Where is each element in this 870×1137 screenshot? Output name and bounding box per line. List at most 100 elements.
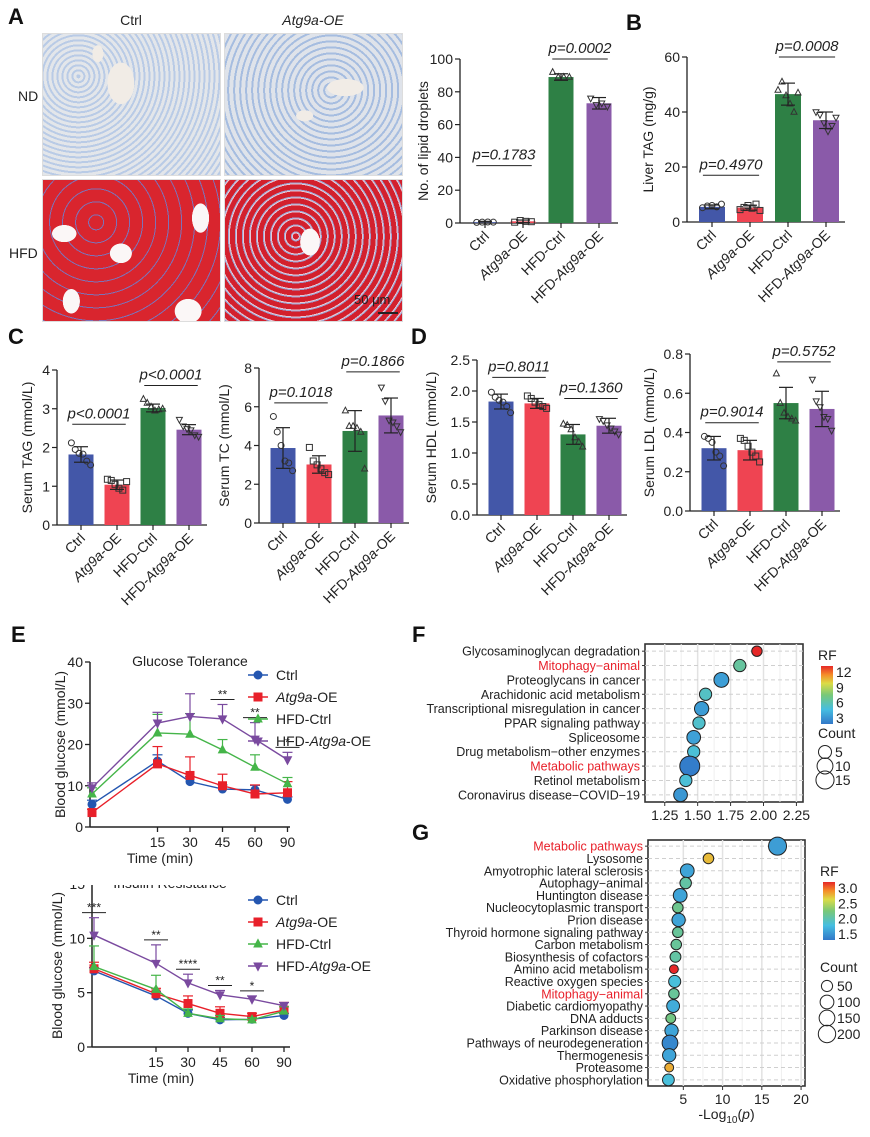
enrichment-dot [733,658,747,673]
data-point [283,788,292,798]
data-point [247,1014,257,1024]
term-label: Autophagy−animal [539,877,643,891]
enrichment-dot [668,964,679,975]
legend-marker [253,917,263,927]
legend-marker [253,938,263,948]
x-tick-label: Ctrl [465,228,492,255]
enrichment-dot [668,974,682,988]
series-line [93,965,285,1021]
enrichment-dot [698,687,713,701]
data-point [527,218,535,226]
bar [140,407,166,525]
p-value-label: p=0.1783 [472,147,537,164]
micrograph-hfd-ctrl [42,179,221,322]
data-point [748,448,756,456]
data-point [396,429,405,437]
data-point [139,394,148,402]
y-tick-label: 0.5 [451,476,471,492]
panel-label-f: F [412,622,426,647]
x-axis-label: Time (min) [127,850,193,866]
data-point [279,1002,289,1012]
x-tick-label: Ctrl [61,530,88,557]
p-value-label: p=0.9014 [700,404,764,421]
data-point [772,369,781,377]
y-axis-label: No. of lipid droplets [415,81,431,201]
x-tick-label: 90 [280,834,296,850]
y-tick-label: 60 [437,117,453,133]
term-label: Mitophagy−animal [538,659,640,673]
size-legend-label: 5 [835,744,843,760]
data-point [218,781,227,791]
data-point [592,102,601,110]
bar [68,454,94,525]
data-point [215,1013,225,1023]
bar [699,206,725,222]
enrichment-dot [662,1073,675,1087]
x-tick-label: 2.25 [783,807,810,823]
significance-stars: * [250,979,255,993]
data-point [89,931,99,941]
legend-label: Ctrl [276,892,298,908]
data-point [614,431,623,439]
p-value-label: p=0.5752 [772,343,837,360]
x-tick-label: Ctrl [692,227,719,254]
data-point [247,995,257,1005]
data-point [816,112,824,120]
data-point [71,445,79,453]
data-point [832,114,840,123]
color-scale-tick: 3.0 [838,880,858,896]
size-legend-title: Count [820,959,857,975]
legend-label: HFD-Ctrl [276,711,331,727]
size-legend-label: 50 [837,978,853,994]
y-tick-label: 20 [437,182,453,198]
y-tick-label: 0.0 [664,503,684,519]
y-tick-label: 30 [67,695,83,711]
y-axis-label: Serum TC (mmol/L) [216,384,232,507]
color-scale-bar [823,882,835,940]
significance-stars: * [285,735,290,749]
data-point [341,406,350,414]
y-tick-label: 15 [69,885,85,892]
bar [586,103,612,223]
data-point [67,439,75,447]
data-point [778,77,786,85]
x-tick-label: 1.50 [684,807,711,823]
color-scale-tick: 12 [836,664,852,680]
p-value-label: p=0.1866 [341,353,406,370]
bar [548,77,574,223]
data-point [158,404,167,412]
data-point [269,412,277,420]
y-tick-label: 2 [244,476,252,492]
x-tick-label: Ctrl [694,516,721,543]
significance-stars: *** [87,901,101,915]
scale-bar [378,312,398,314]
legend-marker [253,962,263,972]
x-axis-label: -Log10(p) [696,822,752,825]
term-label: Proteoglycans in cancer [507,673,640,687]
data-point [791,416,800,424]
legend-label: HFD-Atg9a-OE [276,958,371,974]
enrichment-dot [673,787,688,803]
significance-stars: ** [215,973,225,987]
term-label: Biosynthesis of cofactors [505,950,643,964]
term-label: Huntington disease [536,889,643,903]
size-legend-circle [817,1024,837,1044]
x-tick-label: 90 [276,1054,292,1070]
y-tick-label: 0.6 [664,385,684,401]
color-scale-tick: 9 [836,679,844,695]
data-point [356,427,365,435]
bar [176,429,202,525]
data-point [87,461,95,469]
data-point [535,401,543,409]
data-point [151,959,161,970]
term-label: Pathways of neurodegeneration [466,1036,643,1050]
size-legend-circle [815,770,835,790]
y-tick-label: 20 [664,159,680,175]
data-point [83,457,91,465]
data-point [756,458,764,466]
data-point [277,442,285,449]
y-tick-label: 100 [430,51,454,67]
